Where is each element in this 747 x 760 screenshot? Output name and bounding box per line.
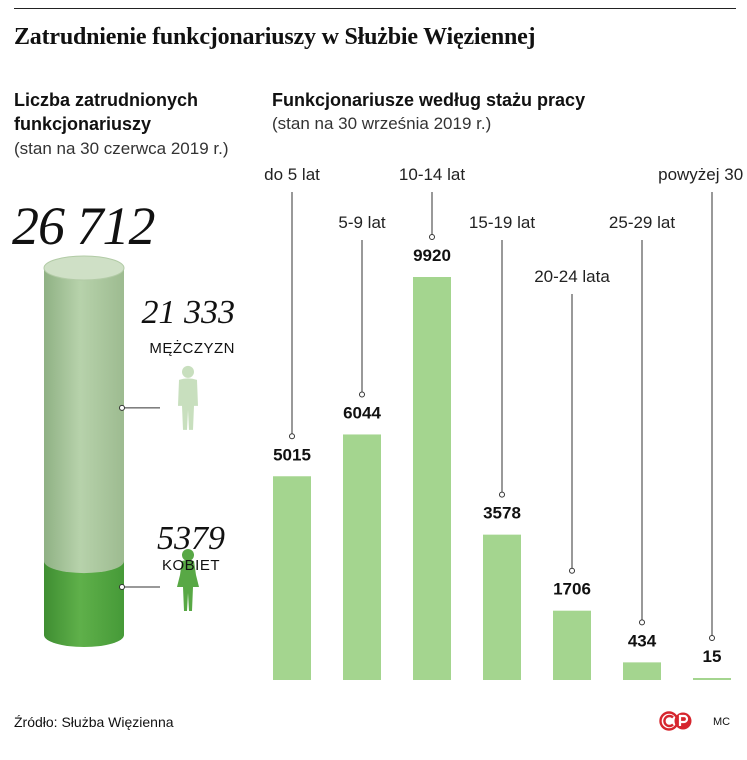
bar-value-5: 1706: [553, 580, 591, 599]
left-panel-heading: Liczba zatrudnionych funkcjonariuszy: [14, 90, 199, 134]
category-label-5: 20-24 lata: [534, 267, 610, 286]
woman-icon: [177, 548, 199, 611]
women-value: 5379: [157, 520, 225, 557]
category-label-1: do 5 lat: [264, 165, 320, 184]
category-label-7: powyżej 30 lat: [658, 165, 747, 184]
leader-dot-2: [359, 391, 365, 398]
bar-4: [483, 534, 521, 680]
right-panel-note: (stan na 30 września 2019 r.): [272, 114, 492, 133]
category-label-2: 5-9 lat: [338, 213, 386, 232]
bar-value-4: 3578: [483, 504, 521, 523]
chart-title: Zatrudnienie funkcjonariuszy w Służbie W…: [14, 24, 536, 50]
leader-dot-3: [429, 234, 435, 240]
author-initials: MC: [713, 716, 731, 728]
man-icon: [178, 365, 198, 430]
women-label: KOBIET: [161, 557, 220, 574]
category-label-3: 10-14 lat: [399, 165, 465, 184]
leader-dot-4: [499, 491, 505, 498]
cylinder-top-cap: [43, 255, 125, 281]
cp-logo-icon: [659, 711, 692, 731]
leader-dot-5: [569, 567, 575, 574]
bar-value-3: 9920: [413, 246, 451, 265]
category-label-4: 15-19 lat: [469, 213, 535, 232]
bar-2: [343, 434, 381, 680]
men-value: 21 333: [141, 294, 236, 331]
employees-cylinder: [43, 255, 199, 647]
men-segment: [44, 268, 124, 574]
women-segment: [44, 561, 124, 647]
men-leader-dot: [119, 404, 125, 411]
leader-dot-6: [639, 619, 645, 626]
bar-value-7: 15: [703, 647, 722, 666]
bar-value-2: 6044: [343, 403, 381, 422]
total-value: 26 712: [12, 196, 155, 256]
bar-value-1: 5015: [273, 445, 311, 464]
bar-6: [623, 662, 661, 680]
category-label-6: 25-29 lat: [609, 213, 675, 232]
right-panel-heading: Funkcjonariusze według stażu pracy: [272, 90, 586, 110]
leader-dot-7: [709, 635, 715, 641]
seniority-chart: 5015 do 5 lat 6044 5-9 lat 9920 10-14 lat 3578…: [264, 165, 747, 680]
bar-7: [693, 678, 731, 680]
bar-value-6: 434: [628, 631, 657, 650]
bar-3: [413, 277, 451, 680]
source-note: Źródło: Służba Więzienna: [14, 714, 174, 730]
top-rule: [14, 8, 736, 9]
leader-dot-1: [289, 433, 295, 440]
men-label: MĘŻCZYZN: [149, 340, 235, 357]
left-panel-note: (stan na 30 czerwca 2019 r.): [14, 139, 229, 158]
bar-5: [553, 610, 591, 680]
women-leader-dot: [119, 583, 125, 590]
bar-1: [273, 476, 311, 680]
